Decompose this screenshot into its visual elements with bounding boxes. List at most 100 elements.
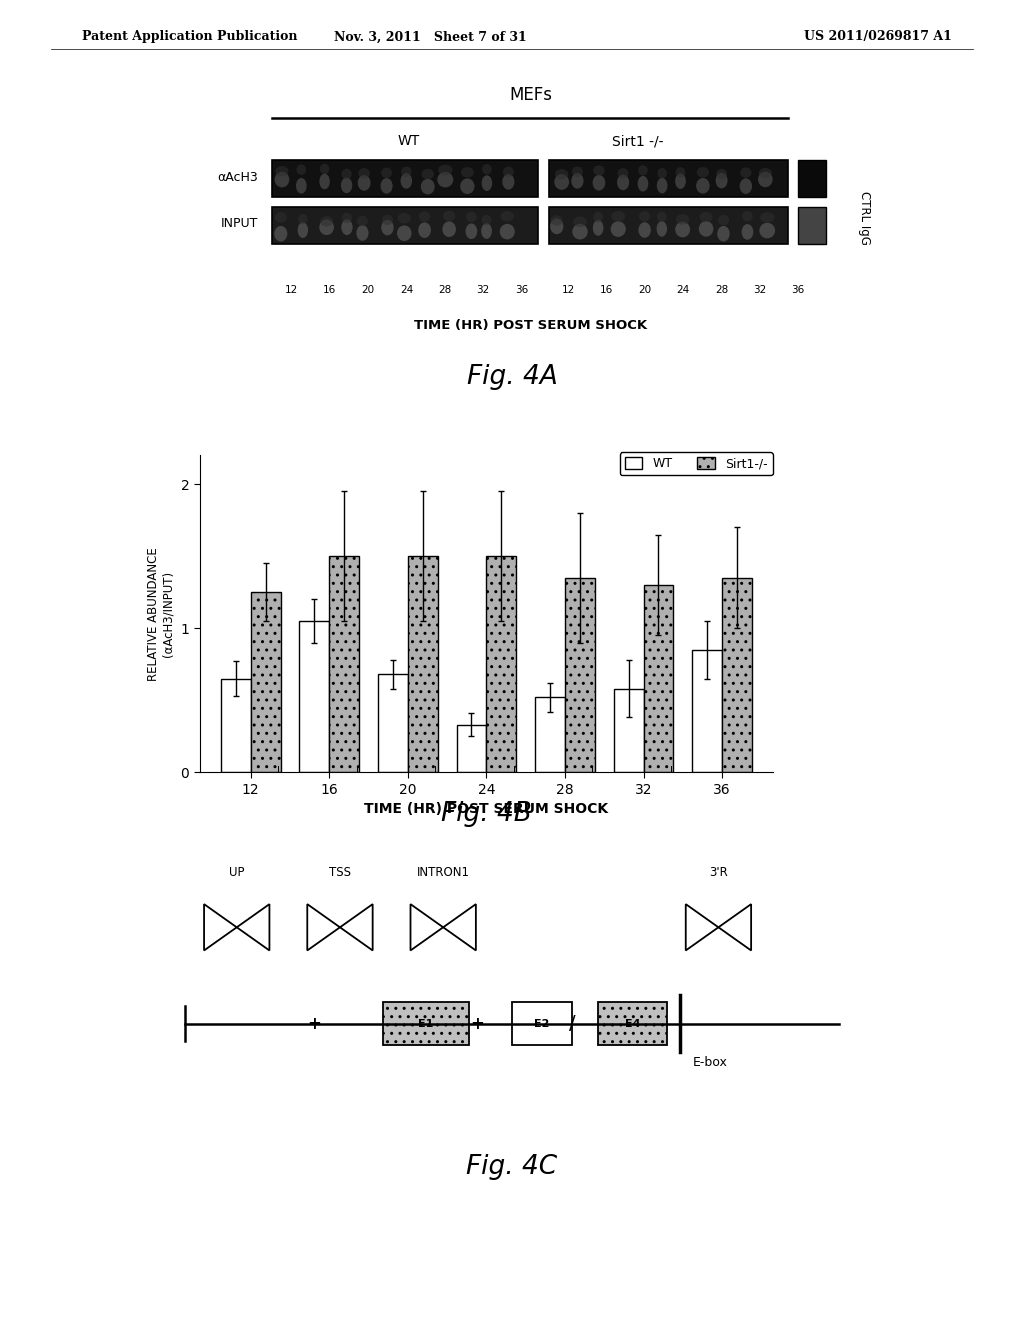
Ellipse shape xyxy=(716,173,728,189)
Ellipse shape xyxy=(676,214,689,224)
Text: 12: 12 xyxy=(561,285,574,294)
Ellipse shape xyxy=(676,168,685,178)
Text: E1: E1 xyxy=(418,1019,434,1028)
Ellipse shape xyxy=(275,213,287,223)
Ellipse shape xyxy=(657,211,667,222)
Ellipse shape xyxy=(319,219,334,235)
Bar xyxy=(378,675,408,772)
Text: 20: 20 xyxy=(361,285,375,294)
Ellipse shape xyxy=(319,174,330,189)
Ellipse shape xyxy=(675,222,690,238)
Ellipse shape xyxy=(274,226,288,242)
Ellipse shape xyxy=(593,165,604,176)
Ellipse shape xyxy=(381,168,392,178)
FancyBboxPatch shape xyxy=(549,207,788,244)
Ellipse shape xyxy=(437,172,454,187)
Text: 16: 16 xyxy=(324,285,337,294)
Text: Fig. 4C: Fig. 4C xyxy=(467,1155,557,1180)
Ellipse shape xyxy=(551,215,563,226)
Ellipse shape xyxy=(657,168,667,178)
Ellipse shape xyxy=(481,176,493,191)
Ellipse shape xyxy=(296,178,306,194)
Ellipse shape xyxy=(341,177,352,193)
Ellipse shape xyxy=(610,222,626,236)
Text: +: + xyxy=(471,1015,484,1032)
Text: INPUT: INPUT xyxy=(220,216,258,230)
Bar xyxy=(408,556,437,772)
Polygon shape xyxy=(204,904,237,950)
Text: Fig. 4B: Fig. 4B xyxy=(441,801,531,828)
Bar xyxy=(251,593,281,772)
Ellipse shape xyxy=(481,223,492,239)
Ellipse shape xyxy=(321,216,333,227)
Ellipse shape xyxy=(275,166,289,177)
Text: INTRON1: INTRON1 xyxy=(417,866,470,879)
Ellipse shape xyxy=(460,178,474,194)
Bar xyxy=(299,620,330,772)
Ellipse shape xyxy=(297,165,306,174)
Text: Nov. 3, 2011   Sheet 7 of 31: Nov. 3, 2011 Sheet 7 of 31 xyxy=(334,30,526,44)
Text: 3'R: 3'R xyxy=(709,866,728,879)
Ellipse shape xyxy=(466,223,477,239)
Polygon shape xyxy=(307,904,340,950)
Ellipse shape xyxy=(401,166,412,177)
Ellipse shape xyxy=(571,166,583,177)
Bar xyxy=(643,585,674,772)
Ellipse shape xyxy=(699,211,713,222)
Ellipse shape xyxy=(638,165,648,176)
Y-axis label: RELATIVE ABUNDANCE
(αAcH3/INPUT): RELATIVE ABUNDANCE (αAcH3/INPUT) xyxy=(146,546,175,681)
Text: /: / xyxy=(569,1014,575,1034)
X-axis label: TIME (HR) POST SERUM SHOCK: TIME (HR) POST SERUM SHOCK xyxy=(365,803,608,816)
Ellipse shape xyxy=(555,169,568,180)
Ellipse shape xyxy=(421,178,435,194)
Ellipse shape xyxy=(760,223,775,239)
Ellipse shape xyxy=(503,174,514,190)
FancyBboxPatch shape xyxy=(798,160,826,197)
Text: 32: 32 xyxy=(753,285,766,294)
Ellipse shape xyxy=(341,169,351,180)
Ellipse shape xyxy=(758,172,773,187)
Ellipse shape xyxy=(481,215,492,226)
Ellipse shape xyxy=(356,226,369,240)
Text: TSS: TSS xyxy=(329,866,351,879)
Ellipse shape xyxy=(742,211,753,222)
Legend: WT, Sirt1-/-: WT, Sirt1-/- xyxy=(620,453,772,475)
Ellipse shape xyxy=(342,213,352,223)
Ellipse shape xyxy=(740,168,752,178)
Ellipse shape xyxy=(418,222,431,238)
Ellipse shape xyxy=(358,168,370,178)
Ellipse shape xyxy=(639,211,650,222)
Text: 16: 16 xyxy=(600,285,613,294)
Bar xyxy=(613,689,643,772)
Ellipse shape xyxy=(298,222,308,238)
Ellipse shape xyxy=(573,216,587,227)
Ellipse shape xyxy=(397,213,411,223)
Ellipse shape xyxy=(397,226,412,242)
Ellipse shape xyxy=(638,176,648,191)
Ellipse shape xyxy=(461,168,474,178)
Ellipse shape xyxy=(611,211,625,222)
Text: E-box: E-box xyxy=(692,1056,727,1069)
Text: UP: UP xyxy=(229,866,245,879)
Ellipse shape xyxy=(357,216,368,226)
Ellipse shape xyxy=(400,173,412,189)
Text: US 2011/0269817 A1: US 2011/0269817 A1 xyxy=(805,30,952,44)
Ellipse shape xyxy=(593,176,605,190)
Ellipse shape xyxy=(759,168,772,178)
Text: WT: WT xyxy=(397,135,420,148)
Bar xyxy=(221,678,251,772)
Ellipse shape xyxy=(572,224,588,239)
Text: MEFs: MEFs xyxy=(509,86,552,104)
Ellipse shape xyxy=(675,173,686,189)
Bar xyxy=(692,649,722,772)
Ellipse shape xyxy=(422,169,434,180)
FancyBboxPatch shape xyxy=(798,207,826,244)
FancyBboxPatch shape xyxy=(549,160,788,197)
Text: 24: 24 xyxy=(400,285,414,294)
Ellipse shape xyxy=(341,219,352,235)
Polygon shape xyxy=(237,904,269,950)
Ellipse shape xyxy=(656,178,668,194)
Ellipse shape xyxy=(741,224,754,240)
Ellipse shape xyxy=(718,215,729,226)
Text: 36: 36 xyxy=(515,285,528,294)
